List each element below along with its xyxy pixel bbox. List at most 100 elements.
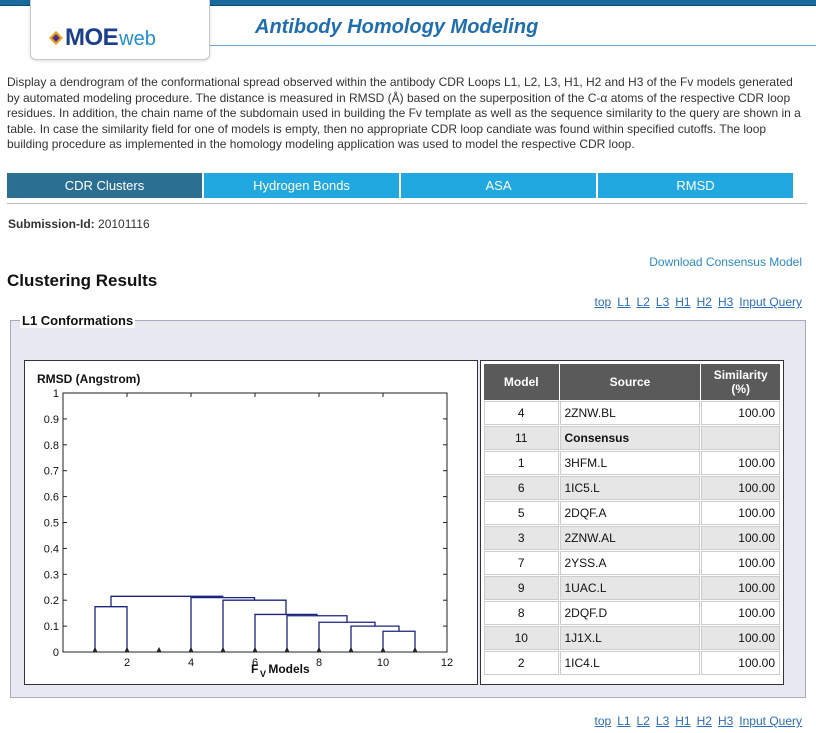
download-consensus-link[interactable]: Download Consensus Model (649, 255, 802, 269)
nav-link-h1[interactable]: H1 (675, 295, 691, 309)
source-cell: 1IC5.L (559, 476, 701, 500)
source-cell: 2DQF.A (559, 501, 701, 525)
nav-link-l2[interactable]: L2 (636, 295, 650, 309)
model-cell: 2 (484, 651, 559, 675)
header-model: Model (484, 364, 559, 400)
results-title: Clustering Results (7, 271, 158, 290)
page-description: Display a dendrogram of the conformation… (7, 75, 801, 151)
dendrogram-link (254, 613, 318, 652)
model-cell: 10 (484, 626, 559, 650)
y-tick-label: 0.5 (44, 518, 59, 530)
x-axis-label: F V Models (251, 662, 310, 679)
nav-link-h3[interactable]: H3 (717, 714, 734, 728)
y-tick-label: 0.8 (44, 440, 59, 452)
leaf-marker (412, 647, 418, 652)
dendrogram-link (318, 621, 376, 652)
source-cell: 2DQF.D (559, 601, 701, 625)
logo-moe-text: MOE (65, 24, 119, 51)
model-cell: 8 (484, 601, 559, 625)
x-axis-label-main: F (251, 662, 258, 676)
nav-link-l1[interactable]: L1 (617, 295, 631, 309)
leaf-marker (124, 647, 130, 652)
leaf-marker (380, 647, 386, 652)
similarity-cell: 100.00 (701, 651, 780, 675)
dendrogram-link (382, 630, 416, 652)
similarity-cell (701, 426, 780, 450)
nav-link-l3[interactable]: L3 (655, 714, 670, 728)
x-tick-label: 12 (441, 657, 453, 669)
model-cell: 3 (484, 526, 559, 550)
plot-frame (62, 392, 448, 653)
dendrogram-link (222, 599, 287, 652)
table-row: 7 2YSS.A 100.00 (484, 551, 780, 575)
moeweb-logo[interactable]: MOE web (49, 24, 156, 52)
table-row: 1 3HFM.L 100.00 (484, 451, 780, 475)
similarity-cell: 100.00 (701, 476, 780, 500)
header-source: Source (559, 364, 701, 400)
y-tick-label: 0 (53, 647, 59, 659)
models-table: Model Source Similarity (%) 4 2ZNW.BL 100.0… (483, 363, 781, 676)
y-tick-label: 1 (53, 388, 59, 400)
nav-link-input-query[interactable]: Input Query (739, 295, 802, 309)
x-axis-label-rest: Models (265, 662, 310, 676)
tab-hydrogen-bonds[interactable]: Hydrogen Bonds (204, 173, 399, 198)
nav-link-h2[interactable]: H2 (696, 295, 712, 309)
y-tick-label: 0.3 (44, 569, 59, 581)
tab-rmsd[interactable]: RMSD (598, 173, 793, 198)
section-nav-top: top L1 L2 L3 H1 H2 H3 Input Query (589, 295, 803, 309)
tabs-divider (7, 203, 807, 204)
source-cell: 1IC4.L (559, 651, 701, 675)
similarity-cell: 100.00 (701, 501, 780, 525)
nav-link-l3[interactable]: L3 (655, 295, 670, 309)
submission-id: Submission-Id: 20101116 (8, 217, 150, 231)
y-tick-label: 0.6 (44, 492, 59, 504)
tab-asa[interactable]: ASA (401, 173, 596, 198)
table-row: 8 2DQF.D 100.00 (484, 601, 780, 625)
header-divider (210, 45, 816, 46)
nav-link-l1[interactable]: L1 (617, 714, 631, 728)
table-row: 11 Consensus (484, 426, 780, 450)
logo-tab[interactable]: MOE web (30, 0, 210, 60)
dendrogram-link (94, 606, 128, 652)
model-cell: 4 (484, 401, 559, 425)
nav-link-h1[interactable]: H1 (675, 714, 691, 728)
nav-link-top[interactable]: top (594, 295, 612, 309)
dendrogram-svg: RMSD (Angstrom) F V Models 0 0.1 0.2 0.3 0.4… (37, 372, 453, 679)
nav-link-input-query[interactable]: Input Query (739, 714, 802, 728)
y-tick-label: 0.7 (44, 466, 59, 478)
top-bar (0, 0, 816, 6)
x-tick-label: 10 (377, 657, 389, 669)
y-tick-label: 0.9 (44, 414, 59, 426)
leaf-marker (92, 647, 98, 652)
model-cell: 11 (484, 426, 559, 450)
source-cell: 2ZNW.AL (559, 526, 701, 550)
similarity-cell: 100.00 (701, 626, 780, 650)
dendrogram-link (286, 615, 348, 652)
leaf-marker (284, 647, 290, 652)
header-similarity-line1: Similarity (713, 368, 768, 382)
models-table-box: Model Source Similarity (%) 4 2ZNW.BL 100.0… (480, 360, 784, 685)
model-cell: 9 (484, 576, 559, 600)
nav-link-l2[interactable]: L2 (636, 714, 650, 728)
source-cell: 3HFM.L (559, 451, 701, 475)
table-row: 3 2ZNW.AL 100.00 (484, 526, 780, 550)
tab-cdr-clusters[interactable]: CDR Clusters (7, 173, 202, 198)
model-cell: 5 (484, 501, 559, 525)
similarity-cell: 100.00 (701, 601, 780, 625)
leaf-marker (316, 647, 322, 652)
similarity-cell: 100.00 (701, 401, 780, 425)
nav-link-h3[interactable]: H3 (717, 295, 734, 309)
leaf-marker (188, 647, 194, 652)
nav-link-h2[interactable]: H2 (696, 714, 712, 728)
submission-id-value: 20101116 (98, 217, 150, 231)
source-cell: 2YSS.A (559, 551, 701, 575)
moe-logo-mark-icon (49, 31, 63, 45)
source-cell: 2ZNW.BL (559, 401, 701, 425)
x-tick-label: 4 (188, 657, 194, 669)
nav-link-top[interactable]: top (594, 714, 612, 728)
tab-bar: CDR Clusters Hydrogen Bonds ASA RMSD (7, 173, 807, 198)
leaf-marker (252, 647, 258, 652)
leaf-marker (156, 647, 162, 652)
dendrogram-link (110, 595, 224, 607)
app-title: Antibody Homology Modeling (255, 16, 539, 38)
